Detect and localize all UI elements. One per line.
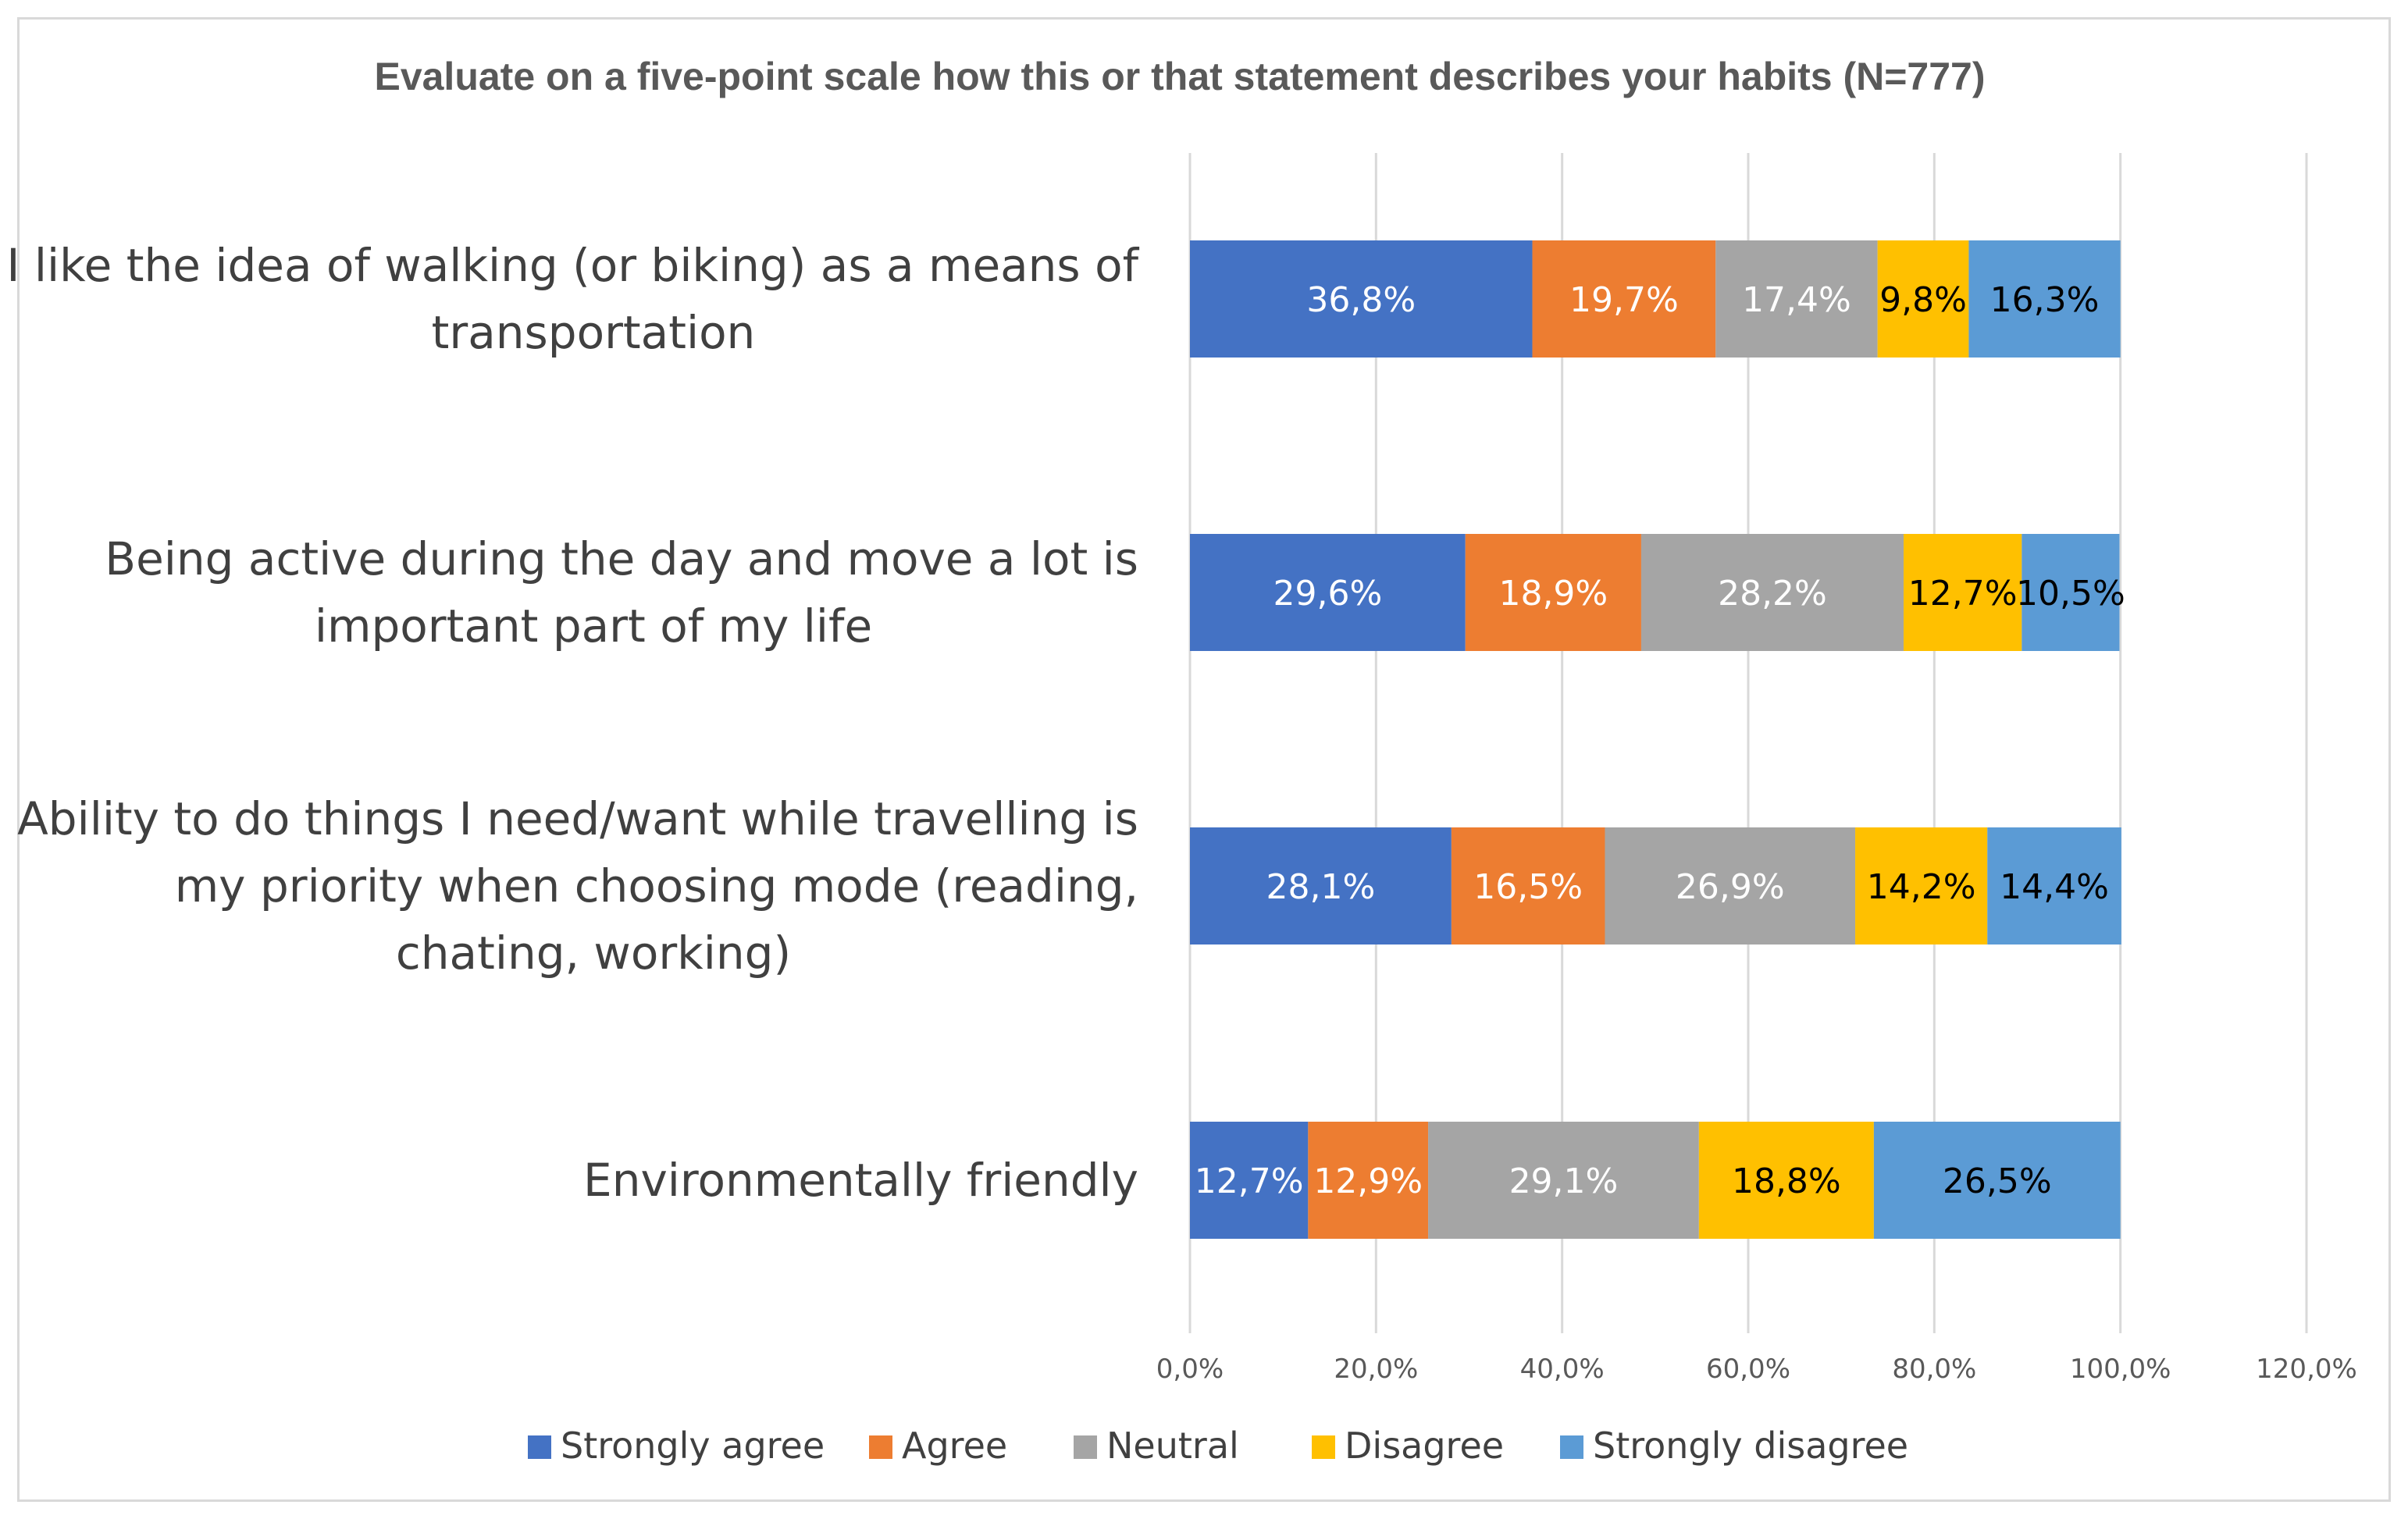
bar-segment [1968, 240, 2121, 358]
legend-swatch [528, 1435, 551, 1459]
category-label: transportation [432, 306, 756, 359]
data-label: 36,8% [1306, 280, 1416, 320]
data-label: 18,8% [1732, 1161, 1841, 1201]
legend-label: Disagree [1345, 1425, 1504, 1467]
bar-segment [1532, 240, 1716, 358]
bar-segment [1904, 534, 2022, 651]
x-tick-label: 100,0% [2070, 1354, 2171, 1385]
bar-segment [1190, 534, 1466, 651]
bar-segment [1873, 1122, 2121, 1239]
legend-swatch [1074, 1435, 1097, 1459]
bar-segment [1190, 240, 1533, 358]
data-label: 17,4% [1742, 280, 1851, 320]
data-label: 18,9% [1498, 574, 1608, 614]
data-label: 29,1% [1509, 1161, 1619, 1201]
data-label: 26,9% [1676, 867, 1785, 907]
legend-label: Strongly agree [561, 1425, 825, 1467]
bar-segment [1190, 827, 1452, 944]
x-tick-label: 120,0% [2256, 1354, 2357, 1385]
data-label: 10,5% [2016, 574, 2125, 614]
bar-segment [1715, 240, 1878, 358]
bar-segment [2022, 534, 2120, 651]
data-label: 14,4% [2000, 867, 2109, 907]
bar-segment [1987, 827, 2121, 944]
bar-segment [1855, 827, 1988, 944]
x-tick-label: 20,0% [1334, 1354, 1418, 1385]
category-label: important part of my life [315, 599, 872, 653]
data-label: 12,7% [1195, 1161, 1304, 1201]
data-label: 12,7% [1908, 574, 2018, 614]
bar-segment [1465, 534, 1641, 651]
legend-swatch [1560, 1435, 1583, 1459]
data-label: 9,8% [1879, 280, 1967, 320]
x-tick-label: 60,0% [1706, 1354, 1790, 1385]
data-label: 19,7% [1569, 280, 1679, 320]
category-label: Being active during the day and move a l… [105, 532, 1138, 585]
bar-segment [1190, 1122, 1309, 1239]
legend-label: Agree [902, 1425, 1007, 1467]
x-tick-label: 80,0% [1892, 1354, 1976, 1385]
category-label: I like the idea of walking (or biking) a… [6, 239, 1139, 292]
legend-swatch [869, 1435, 892, 1459]
x-tick-label: 40,0% [1520, 1354, 1605, 1385]
legend-label: Strongly disagree [1593, 1425, 1908, 1467]
bar-segment [1877, 240, 1969, 358]
data-label: 26,5% [1943, 1161, 2052, 1201]
x-tick-label: 0,0% [1156, 1354, 1224, 1385]
category-label: my priority when choosing mode (reading, [175, 859, 1138, 912]
bar-segment [1308, 1122, 1429, 1239]
bar-segment [1640, 534, 1904, 651]
data-label: 14,2% [1867, 867, 1976, 907]
category-label: Ability to do things I need/want while t… [17, 792, 1138, 845]
data-label: 28,2% [1718, 574, 1827, 614]
category-label: Environmentally friendly [583, 1154, 1138, 1207]
data-label: 28,1% [1266, 867, 1376, 907]
data-label: 16,3% [1990, 280, 2100, 320]
legend-label: Neutral [1106, 1425, 1239, 1467]
data-label: 16,5% [1473, 867, 1583, 907]
category-label: chating, working) [396, 927, 791, 980]
chart-title: Evaluate on a five-point scale how this … [374, 55, 1985, 98]
bar-segment [1428, 1122, 1699, 1239]
bar-segment [1605, 827, 1856, 944]
bar-segment [1698, 1122, 1874, 1239]
legend-swatch [1312, 1435, 1335, 1459]
bar-segment [1451, 827, 1605, 944]
data-label: 12,9% [1313, 1161, 1423, 1201]
data-label: 29,6% [1273, 574, 1382, 614]
